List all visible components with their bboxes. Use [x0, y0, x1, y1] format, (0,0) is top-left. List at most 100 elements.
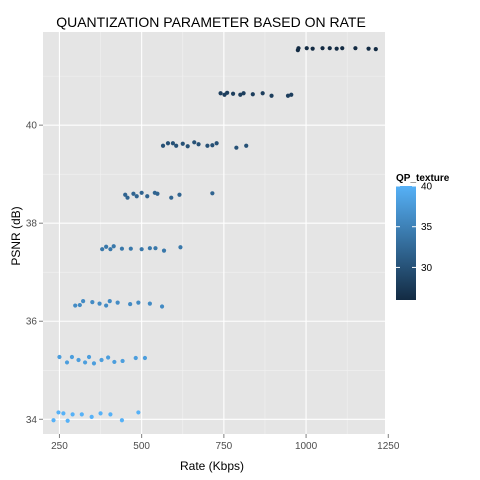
data-point: [123, 192, 128, 197]
data-point: [100, 247, 105, 252]
data-point: [192, 140, 197, 145]
data-point: [145, 194, 150, 199]
data-point: [61, 411, 66, 416]
data-point: [111, 244, 116, 249]
data-point: [296, 46, 301, 51]
y-tick-label: 34: [26, 415, 38, 426]
data-point: [134, 194, 139, 199]
data-point: [185, 144, 190, 149]
data-point: [241, 91, 246, 96]
data-point: [139, 247, 144, 252]
data-point: [161, 248, 167, 253]
data-point: [81, 299, 86, 304]
legend-tick-label: 35: [421, 222, 433, 233]
data-point: [139, 190, 144, 195]
data-point: [73, 303, 78, 308]
y-tick-label: 38: [26, 219, 38, 230]
data-point: [169, 195, 174, 200]
data-point: [225, 90, 230, 95]
data-point: [119, 418, 125, 423]
legend-tick-label: 40: [421, 182, 433, 193]
data-point: [353, 46, 358, 51]
data-point: [99, 357, 104, 363]
data-point: [90, 300, 95, 305]
data-point: [136, 300, 141, 305]
data-points: [51, 46, 378, 423]
data-point: [82, 360, 88, 365]
data-point: [98, 411, 103, 416]
data-point: [57, 354, 62, 360]
data-point: [340, 46, 345, 51]
data-point: [373, 47, 378, 52]
legend: QP_texture 30 35 40: [396, 173, 450, 300]
data-point: [76, 357, 81, 363]
data-point: [334, 46, 339, 51]
data-point: [153, 246, 158, 251]
x-tick-label: 1000: [295, 441, 318, 452]
data-point: [70, 412, 75, 417]
data-point: [128, 246, 133, 251]
y-tick-label: 40: [26, 121, 38, 132]
plot-panel: [43, 32, 385, 434]
data-point: [79, 412, 84, 417]
x-tick-label: 750: [216, 441, 233, 452]
data-point: [107, 299, 112, 304]
data-point: [180, 141, 185, 146]
data-point: [320, 46, 325, 51]
data-point: [77, 302, 82, 308]
data-point: [304, 46, 309, 51]
y-tick-label: 36: [26, 317, 38, 328]
data-point: [65, 418, 70, 423]
data-point: [244, 143, 249, 148]
chart-title: QUANTIZATION PARAMETER BASED ON RATE: [56, 14, 366, 30]
data-point: [327, 46, 332, 51]
data-point: [133, 355, 138, 361]
data-point: [230, 91, 236, 96]
y-axis-label: PSNR (dB): [9, 206, 23, 265]
data-point: [91, 361, 97, 366]
data-point: [178, 245, 183, 250]
data-point: [69, 354, 75, 360]
data-point: [97, 301, 102, 306]
data-point: [285, 93, 291, 98]
data-point: [104, 303, 109, 308]
data-point: [56, 410, 61, 415]
data-point: [214, 141, 219, 146]
data-point: [170, 141, 175, 146]
data-point: [128, 301, 133, 307]
x-axis-ticks: 250 500 750 1000 1250: [51, 434, 400, 452]
data-point: [86, 354, 92, 360]
legend-tick-label: 30: [421, 263, 433, 274]
data-point: [106, 355, 111, 360]
x-axis-label: Rate (Kbps): [180, 459, 244, 473]
data-point: [196, 142, 201, 147]
grid-minor-lines: [43, 32, 385, 434]
data-point: [218, 91, 223, 96]
data-point: [210, 143, 215, 148]
data-point: [289, 92, 294, 97]
x-tick-label: 500: [133, 441, 150, 452]
data-point: [165, 141, 171, 146]
data-point: [234, 145, 239, 150]
data-point: [115, 300, 120, 305]
legend-colorbar: [396, 186, 416, 300]
data-point: [250, 92, 255, 97]
data-point: [310, 46, 315, 51]
data-point: [177, 192, 182, 197]
data-point: [64, 360, 70, 365]
data-point: [131, 191, 136, 196]
grid-major-lines: [43, 32, 389, 434]
x-tick-label: 250: [51, 441, 68, 452]
data-point: [112, 359, 117, 365]
data-point: [147, 301, 152, 306]
data-point: [159, 304, 165, 309]
y-axis-ticks: 34 36 38 40: [26, 121, 43, 426]
data-point: [108, 247, 113, 252]
data-point: [89, 414, 94, 419]
data-point: [120, 358, 125, 364]
data-point: [108, 412, 113, 417]
data-point: [119, 246, 125, 251]
data-point: [136, 410, 141, 415]
data-point: [155, 191, 160, 196]
